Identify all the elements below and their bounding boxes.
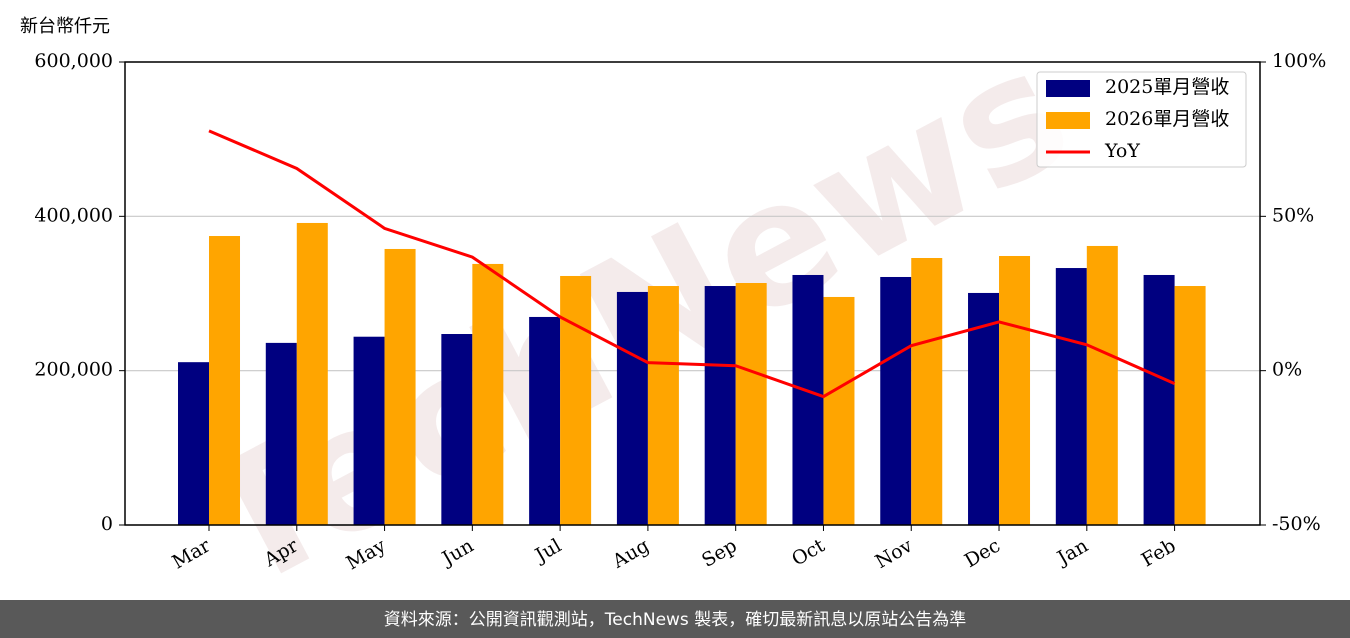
footer-bar xyxy=(0,600,1350,638)
unit-label: 新台幣仟元 xyxy=(20,16,110,37)
bar xyxy=(792,274,824,525)
bar xyxy=(353,336,385,525)
y2-tick-label: 0% xyxy=(1272,359,1302,381)
legend-swatch xyxy=(1046,112,1090,129)
x-tick-label: Mar xyxy=(168,534,214,573)
legend-swatch xyxy=(1046,80,1090,97)
legend-label: 2026單月營收 xyxy=(1105,108,1229,130)
bar xyxy=(265,342,297,525)
x-tick-label: Aug xyxy=(608,535,653,574)
bar xyxy=(735,283,767,525)
bar xyxy=(209,236,241,525)
bar xyxy=(529,316,561,525)
bar xyxy=(880,276,912,525)
x-tick-label: Sep xyxy=(698,535,741,572)
bar xyxy=(1143,274,1175,525)
bar xyxy=(472,263,504,525)
x-tick-label: Oct xyxy=(788,534,829,570)
x-tick-label: Feb xyxy=(1138,535,1180,572)
y2-tick-label: -50% xyxy=(1272,513,1321,535)
bar xyxy=(823,296,855,525)
legend-label: 2025單月營收 xyxy=(1105,76,1229,98)
bar xyxy=(560,275,592,525)
bar xyxy=(911,258,943,525)
bar xyxy=(1055,268,1087,525)
x-tick-label: Jul xyxy=(530,535,565,568)
bar xyxy=(384,248,416,525)
x-tick-label: Jun xyxy=(437,535,478,571)
x-tick-label: Nov xyxy=(872,534,917,573)
bar xyxy=(1086,245,1118,525)
legend-label: YoY xyxy=(1104,140,1140,162)
bar xyxy=(296,222,328,525)
bar xyxy=(1174,286,1206,525)
y2-tick-label: 50% xyxy=(1272,204,1314,226)
y-tick-label: 600,000 xyxy=(34,50,113,72)
x-tick-label: Dec xyxy=(961,535,1004,573)
footer-text: 資料來源：公開資訊觀測站，TechNews 製表，確切最新訊息以原站公告為準 xyxy=(384,610,966,630)
bar xyxy=(704,286,736,525)
bar xyxy=(647,286,679,525)
plot-frame xyxy=(124,61,1261,526)
y-tick-label: 400,000 xyxy=(34,204,113,226)
bar xyxy=(178,362,210,525)
y-tick-label: 0 xyxy=(101,513,113,535)
bar xyxy=(441,334,473,525)
x-tick-label: Jan xyxy=(1052,535,1092,571)
bar xyxy=(616,291,648,525)
bar xyxy=(968,292,1000,525)
line xyxy=(208,129,1176,399)
y-tick-label: 200,000 xyxy=(34,359,113,381)
bar xyxy=(999,255,1031,525)
y2-tick-label: 100% xyxy=(1272,50,1326,72)
